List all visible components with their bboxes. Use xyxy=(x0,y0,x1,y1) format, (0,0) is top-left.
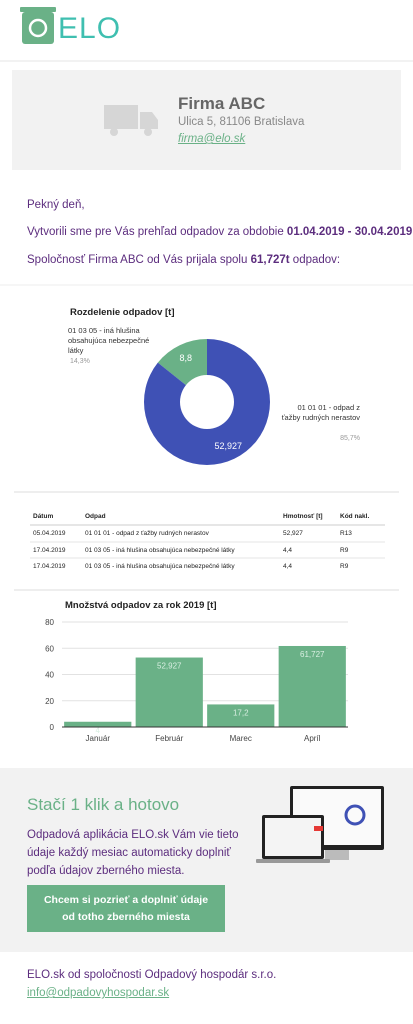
truck-cab xyxy=(140,112,158,129)
table-cell: 4,4 xyxy=(283,546,293,554)
button-bg[interactable] xyxy=(27,885,225,932)
table-cell: R9 xyxy=(340,546,349,554)
x-tick-label: Apríl xyxy=(304,734,321,743)
table-cell: 01 01 01 - odpad z ťažby rudných nerasto… xyxy=(85,530,209,537)
chart-title: Množstvá odpadov za rok 2019 [t] xyxy=(65,600,217,611)
value-label: 52,927 xyxy=(157,662,182,671)
legend-label: 01 03 05 - iná hlušina obsahujúca nebezp… xyxy=(68,326,150,355)
cta-button[interactable]: Chcem si pozrieť a doplniť údaje od toth… xyxy=(43,893,209,923)
bar xyxy=(135,657,203,727)
value-label: 52,927 xyxy=(214,441,242,451)
table-cell: 05.04.2019 xyxy=(33,530,66,537)
monitor-stand xyxy=(325,850,349,860)
table-header: Kód nakl. xyxy=(340,513,370,520)
company-address: Ulica 5, 81106 Bratislava xyxy=(178,116,305,128)
bar xyxy=(64,721,132,727)
table-header: Odpad xyxy=(85,513,106,520)
truck-wheel xyxy=(110,128,118,136)
y-tick-label: 20 xyxy=(45,697,54,706)
y-tick-label: 60 xyxy=(45,644,54,653)
value-label: 8,8 xyxy=(180,353,193,363)
donut-slice xyxy=(144,339,271,465)
promo-text: Odpadová aplikácia ELO.sk Vám vie tieto … xyxy=(27,829,239,877)
laptop-screen xyxy=(265,818,321,856)
screen-detail xyxy=(344,804,366,826)
text: odpadov: xyxy=(292,254,341,266)
y-tick-label: 0 xyxy=(50,723,55,732)
table-cell: 52,927 xyxy=(283,530,303,537)
value-label: 4 xyxy=(96,726,101,735)
footer-text: ELO.sk od spoločnosti Odpadový hospodár … xyxy=(27,969,277,981)
laptop-base xyxy=(256,859,330,863)
logo-text: ELO xyxy=(58,12,122,45)
company-email[interactable]: firma@elo.sk xyxy=(178,133,246,145)
text: Spoločnosť Firma ABC od Vás prijala spol… xyxy=(27,254,248,266)
company-name: Firma ABC xyxy=(178,94,266,113)
total: 61,727t xyxy=(250,254,290,266)
text: Vytvorili sme pre Vás prehľad odpadov za… xyxy=(27,226,284,238)
table-cell: 01 03 05 - iná hlušina obsahujúca nebezp… xyxy=(85,563,235,570)
legend-label: 01 01 01 - odpad z ťažby rudných nerasto… xyxy=(281,403,360,422)
chart-title: Rozdelenie odpadov [t] xyxy=(70,307,175,318)
y-tick-label: 40 xyxy=(45,671,54,680)
table-cell: 17.04.2019 xyxy=(33,563,66,570)
logo-lid xyxy=(20,7,56,12)
footer-email[interactable]: info@odpadovyhospodar.sk xyxy=(27,987,170,999)
y-tick-label: 80 xyxy=(45,618,54,627)
x-tick-label: Marec xyxy=(230,734,252,743)
table-cell: 01 03 05 - iná hlušina obsahujúca nebezp… xyxy=(85,546,235,554)
bar xyxy=(278,645,346,727)
donut-slice xyxy=(157,339,207,386)
table-cell: 4,4 xyxy=(283,563,293,570)
x-tick-label: Január xyxy=(86,734,111,743)
screen-detail xyxy=(314,826,323,831)
period: 01.04.2019 - 30.04.2019 xyxy=(286,226,413,238)
value-label: 61,727 xyxy=(300,650,325,659)
table-cell: 17.04.2019 xyxy=(33,546,66,554)
share-label: 85,7% xyxy=(340,435,360,442)
greeting: Pekný deň, xyxy=(27,199,85,211)
truck-wheel xyxy=(144,128,152,136)
logo-icon xyxy=(22,12,54,44)
table-header: Dátum xyxy=(33,513,54,520)
bar xyxy=(207,704,275,727)
share-label: 14,3% xyxy=(70,358,90,365)
truck-body xyxy=(104,105,138,129)
promo-title: Stačí 1 klik a hotovo xyxy=(27,795,180,814)
logo-recycle xyxy=(28,18,48,38)
total-line: Spoločnosť Firma ABC od Vás prijala spol… xyxy=(27,254,340,266)
table-header: Hmotnosť [t] xyxy=(283,513,323,520)
table-cell: R13 xyxy=(340,530,352,537)
table-cell: R9 xyxy=(340,563,349,570)
value-label: 17,2 xyxy=(233,708,249,717)
period-line: Vytvorili sme pre Vás prehľad odpadov za… xyxy=(27,226,413,238)
company-box xyxy=(12,70,401,170)
x-tick-label: Február xyxy=(155,734,183,743)
